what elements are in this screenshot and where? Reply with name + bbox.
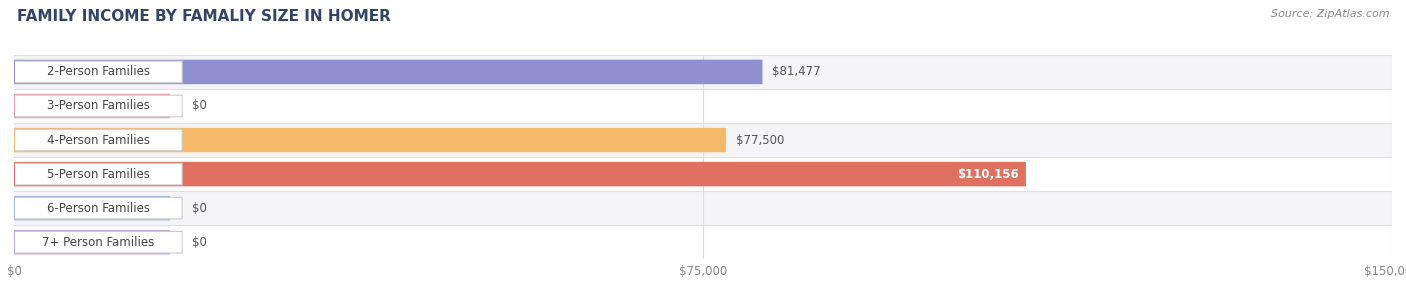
FancyBboxPatch shape [14, 129, 183, 151]
Text: 6-Person Families: 6-Person Families [46, 202, 149, 215]
FancyBboxPatch shape [14, 162, 1026, 186]
FancyBboxPatch shape [14, 128, 725, 152]
FancyBboxPatch shape [14, 60, 762, 84]
Bar [14, 157, 1392, 191]
Bar [14, 89, 1392, 123]
Text: 5-Person Families: 5-Person Families [46, 168, 149, 181]
FancyBboxPatch shape [14, 95, 183, 117]
FancyBboxPatch shape [14, 230, 170, 254]
Text: $81,477: $81,477 [772, 66, 821, 78]
Bar [14, 55, 1392, 89]
Text: 7+ Person Families: 7+ Person Families [42, 236, 155, 249]
FancyBboxPatch shape [14, 196, 170, 221]
Bar [14, 191, 1392, 225]
Text: $0: $0 [191, 236, 207, 249]
Bar [14, 225, 1392, 259]
Text: Source: ZipAtlas.com: Source: ZipAtlas.com [1271, 9, 1389, 19]
Text: $110,156: $110,156 [957, 168, 1019, 181]
Text: $0: $0 [191, 99, 207, 113]
Bar [14, 123, 1392, 157]
FancyBboxPatch shape [14, 94, 170, 118]
Text: 3-Person Families: 3-Person Families [46, 99, 149, 113]
FancyBboxPatch shape [14, 231, 183, 253]
Text: 2-Person Families: 2-Person Families [46, 66, 149, 78]
Text: FAMILY INCOME BY FAMALIY SIZE IN HOMER: FAMILY INCOME BY FAMALIY SIZE IN HOMER [17, 9, 391, 24]
FancyBboxPatch shape [14, 163, 183, 185]
Text: $77,500: $77,500 [735, 134, 785, 146]
Text: 4-Person Families: 4-Person Families [46, 134, 149, 146]
FancyBboxPatch shape [14, 61, 183, 83]
Text: $0: $0 [191, 202, 207, 215]
FancyBboxPatch shape [14, 197, 183, 219]
